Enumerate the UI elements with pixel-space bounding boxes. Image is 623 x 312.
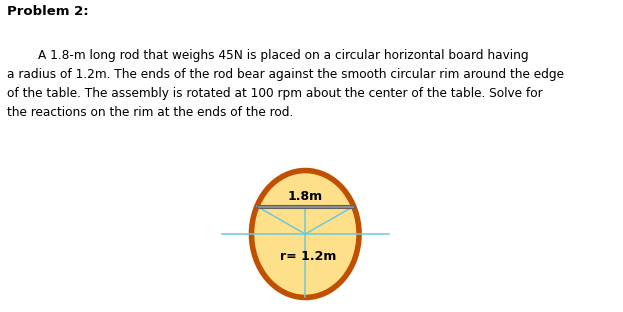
Bar bbox=[257, 205, 354, 208]
Text: r= 1.2m: r= 1.2m bbox=[280, 250, 336, 263]
Text: 1.8m: 1.8m bbox=[288, 190, 323, 203]
Text: A 1.8-m long rod that weighs 45N is placed on a circular horizontal board having: A 1.8-m long rod that weighs 45N is plac… bbox=[7, 49, 564, 119]
Text: Problem 2:: Problem 2: bbox=[7, 5, 89, 18]
Ellipse shape bbox=[252, 171, 359, 297]
